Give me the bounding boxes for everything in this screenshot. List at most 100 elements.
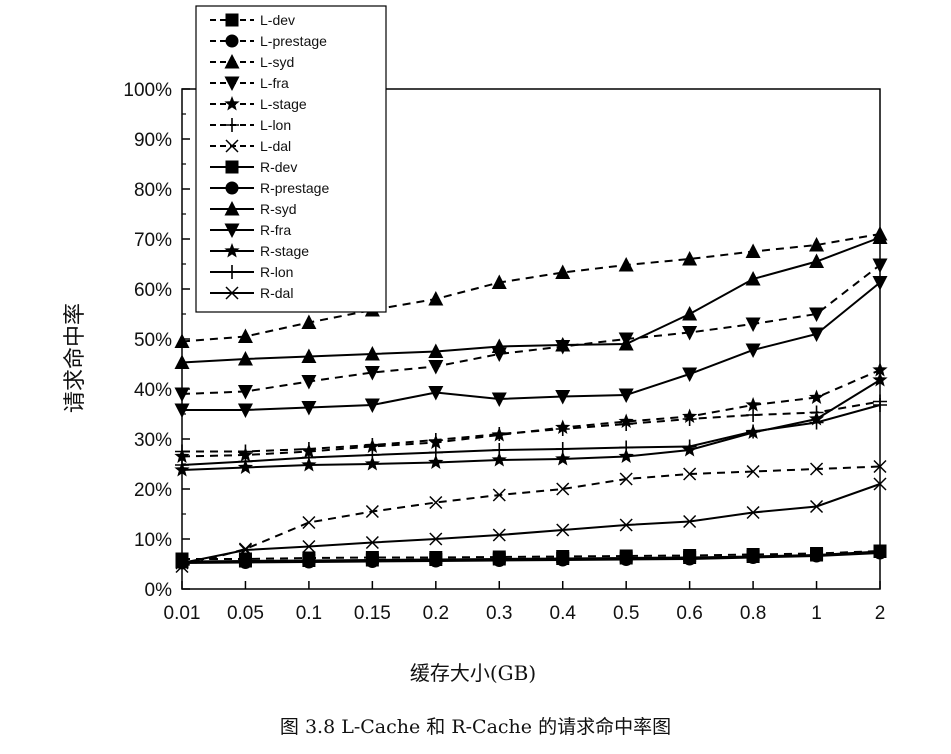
y-tick-label: 50% bbox=[134, 330, 172, 351]
legend-marker bbox=[225, 160, 239, 174]
y-tick-label: 60% bbox=[134, 280, 172, 301]
legend-marker bbox=[224, 243, 240, 258]
data-point-R-lon bbox=[746, 424, 761, 439]
data-point-R-lon bbox=[175, 458, 189, 472]
series-R-stage bbox=[174, 372, 888, 477]
legend-item-L-dev: L-dev bbox=[210, 12, 295, 28]
data-point-L-dal bbox=[810, 462, 824, 476]
data-point-R-prestage bbox=[556, 553, 570, 567]
legend-label: L-prestage bbox=[260, 33, 327, 49]
data-point-L-fra bbox=[872, 258, 888, 273]
legend-item-R-stage: R-stage bbox=[210, 243, 309, 259]
series-R-lon bbox=[175, 398, 887, 472]
data-point-R-syd bbox=[745, 271, 761, 286]
data-point-R-lon bbox=[428, 445, 443, 460]
data-point-L-fra bbox=[174, 387, 190, 402]
series-line-L-dal bbox=[181, 465, 881, 568]
legend-item-L-stage: L-stage bbox=[210, 96, 307, 112]
data-point-L-lon bbox=[492, 427, 507, 441]
legend-item-R-fra: R-fra bbox=[210, 222, 291, 238]
data-point-R-prestage bbox=[302, 555, 316, 569]
legend-label: R-dev bbox=[260, 159, 297, 175]
legend-item-L-lon: L-lon bbox=[210, 117, 291, 133]
series-R-syd bbox=[174, 229, 888, 369]
data-point-R-dal bbox=[873, 477, 887, 491]
legend-item-R-dev: R-dev bbox=[210, 159, 297, 175]
data-point-L-lon bbox=[682, 412, 697, 426]
data-point-R-fra bbox=[174, 403, 190, 418]
data-point-R-dal bbox=[175, 556, 189, 570]
data-point-R-fra bbox=[428, 386, 444, 401]
data-point-L-fra bbox=[237, 385, 253, 400]
data-point-R-dal bbox=[746, 505, 760, 520]
data-point-L-lon bbox=[428, 433, 443, 447]
data-point-R-syd bbox=[682, 306, 698, 321]
data-point-R-stage bbox=[618, 448, 634, 463]
data-point-L-dal bbox=[746, 464, 760, 479]
data-point-R-fra bbox=[682, 367, 698, 382]
data-point-R-lon bbox=[238, 454, 253, 469]
series-R-fra bbox=[174, 276, 888, 418]
data-point-R-stage bbox=[428, 454, 444, 469]
data-point-R-lon bbox=[492, 443, 507, 457]
data-point-R-fra bbox=[491, 392, 507, 407]
data-point-L-fra bbox=[809, 307, 825, 322]
legend-marker bbox=[224, 96, 240, 111]
series-line-L-dev bbox=[182, 550, 881, 560]
y-tick-label: 70% bbox=[134, 230, 172, 251]
data-point-L-syd bbox=[809, 237, 825, 252]
x-tick-label: 2 bbox=[875, 603, 886, 624]
data-point-L-syd bbox=[428, 291, 444, 306]
data-point-R-prestage bbox=[746, 551, 760, 564]
data-point-L-syd bbox=[745, 243, 761, 258]
y-tick-label: 30% bbox=[134, 430, 172, 451]
data-point-R-lon bbox=[809, 415, 824, 430]
data-point-R-syd bbox=[237, 351, 253, 366]
data-point-R-lon bbox=[682, 439, 697, 454]
legend-label: L-dal bbox=[260, 138, 291, 154]
legend-marker bbox=[225, 286, 239, 300]
y-axis-label: 请求命中率 bbox=[63, 303, 88, 413]
data-point-R-syd bbox=[174, 354, 190, 369]
data-point-R-lon bbox=[619, 440, 634, 455]
legend-label: R-prestage bbox=[260, 180, 329, 196]
legend-marker bbox=[225, 139, 239, 153]
data-point-L-dal bbox=[492, 488, 506, 502]
data-point-R-fra bbox=[872, 276, 888, 291]
legend-item-R-lon: R-lon bbox=[210, 264, 293, 280]
legend-item-L-prestage: L-prestage bbox=[210, 33, 327, 49]
data-point-R-dal bbox=[683, 514, 697, 529]
legend-item-L-fra: L-fra bbox=[210, 75, 289, 91]
data-point-R-syd bbox=[618, 336, 634, 351]
series-line-L-lon bbox=[182, 400, 881, 453]
data-point-R-stage bbox=[555, 451, 571, 466]
legend-label: R-fra bbox=[260, 222, 291, 238]
x-tick-label: 0.2 bbox=[423, 603, 449, 624]
data-point-R-dal bbox=[810, 499, 824, 514]
data-point-R-stage bbox=[364, 456, 380, 471]
data-point-R-lon bbox=[873, 398, 887, 412]
legend-marker bbox=[224, 223, 240, 238]
y-tick-label: 0% bbox=[145, 580, 173, 601]
legend-label: L-fra bbox=[260, 75, 289, 91]
data-point-L-lon bbox=[175, 444, 189, 459]
data-point-L-fra bbox=[428, 360, 444, 375]
series-line-R-stage bbox=[181, 379, 881, 471]
legend-label: L-dev bbox=[260, 12, 295, 28]
legend: L-dev L-prestage L-syd L-fra L-stage L-lon L-d… bbox=[195, 5, 387, 313]
x-tick-label: 0.3 bbox=[486, 603, 512, 624]
data-point-R-prestage bbox=[429, 554, 443, 568]
data-point-R-prestage bbox=[365, 555, 379, 568]
data-point-R-fra bbox=[618, 388, 634, 403]
series-line-L-syd bbox=[181, 233, 881, 343]
data-point-R-prestage bbox=[810, 549, 824, 563]
data-point-L-stage bbox=[808, 389, 825, 404]
y-tick-label: 40% bbox=[134, 380, 172, 401]
legend-item-R-syd: R-syd bbox=[210, 201, 297, 217]
data-point-L-lon bbox=[746, 408, 761, 422]
data-point-L-lon bbox=[619, 417, 634, 431]
y-tick-label: 100% bbox=[123, 80, 172, 101]
legend-marker bbox=[225, 13, 239, 27]
data-point-R-dal bbox=[556, 523, 570, 537]
